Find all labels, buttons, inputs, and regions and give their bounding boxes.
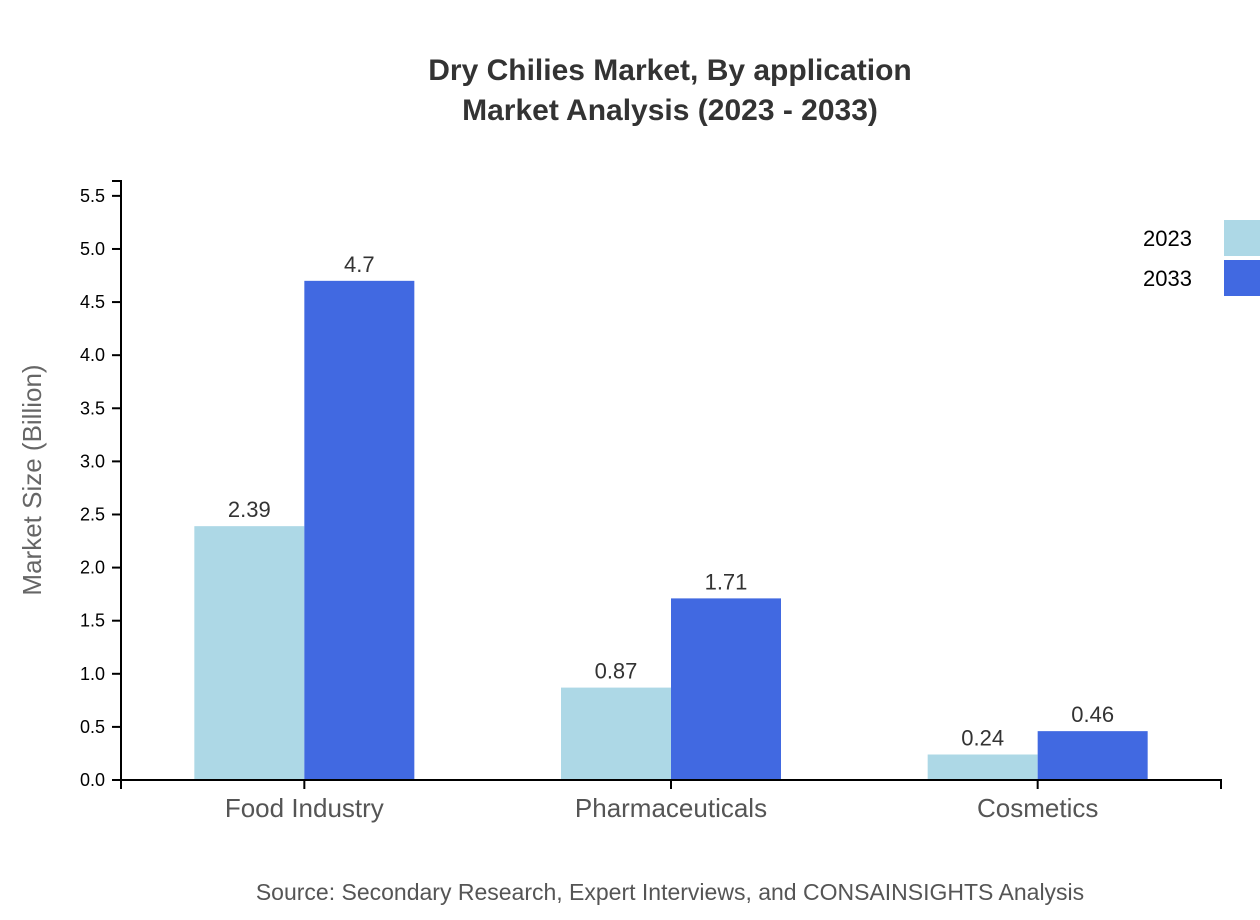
y-tick-label: 4.5: [80, 292, 105, 312]
x-axis: [120, 779, 1222, 789]
bar-2023-0: [194, 526, 305, 780]
source-note: Source: Secondary Research, Expert Inter…: [256, 879, 1084, 905]
y-tick-label: 3.0: [80, 451, 105, 471]
x-tick-label: Cosmetics: [977, 793, 1098, 823]
y-tick-label: 5.5: [80, 186, 105, 206]
bar-2023-1: [561, 687, 671, 780]
legend-label: 2023: [1143, 226, 1192, 251]
data-label: 2.39: [228, 497, 271, 522]
data-label: 0.24: [961, 726, 1004, 751]
y-tick-label: 1.0: [80, 664, 105, 684]
y-tick-label: 2.5: [80, 504, 105, 524]
bar-2033-0: [304, 280, 415, 780]
data-label: 0.46: [1071, 702, 1114, 727]
data-label: 1.71: [705, 569, 748, 594]
bar-2023-2: [927, 754, 1038, 780]
legend-label: 2033: [1143, 266, 1192, 291]
chart-subtitle: Market Analysis (2023 - 2033): [462, 94, 878, 127]
y-axis: [112, 180, 122, 781]
legend-swatch-2033: [1224, 260, 1260, 296]
y-tick-label: 2.0: [80, 558, 105, 578]
y-tick-label: 4.0: [80, 345, 105, 365]
chart-title: Dry Chilies Market, By application: [428, 54, 911, 87]
y-tick-label: 5.0: [80, 239, 105, 259]
y-tick-label: 3.5: [80, 398, 105, 418]
x-tick-label: Food Industry: [225, 793, 384, 823]
data-label: 0.87: [595, 659, 638, 684]
legend-swatch-2023: [1224, 220, 1260, 256]
bar-2033-2: [1037, 731, 1148, 780]
x-tick-label: Pharmaceuticals: [575, 793, 767, 823]
y-tick-label: 1.5: [80, 611, 105, 631]
y-tick-label: 0.5: [80, 717, 105, 737]
data-label: 4.7: [344, 252, 375, 277]
bar-2033-1: [671, 598, 781, 780]
y-axis-label: Market Size (Billion): [17, 364, 47, 595]
y-tick-label: 0.0: [80, 770, 105, 790]
